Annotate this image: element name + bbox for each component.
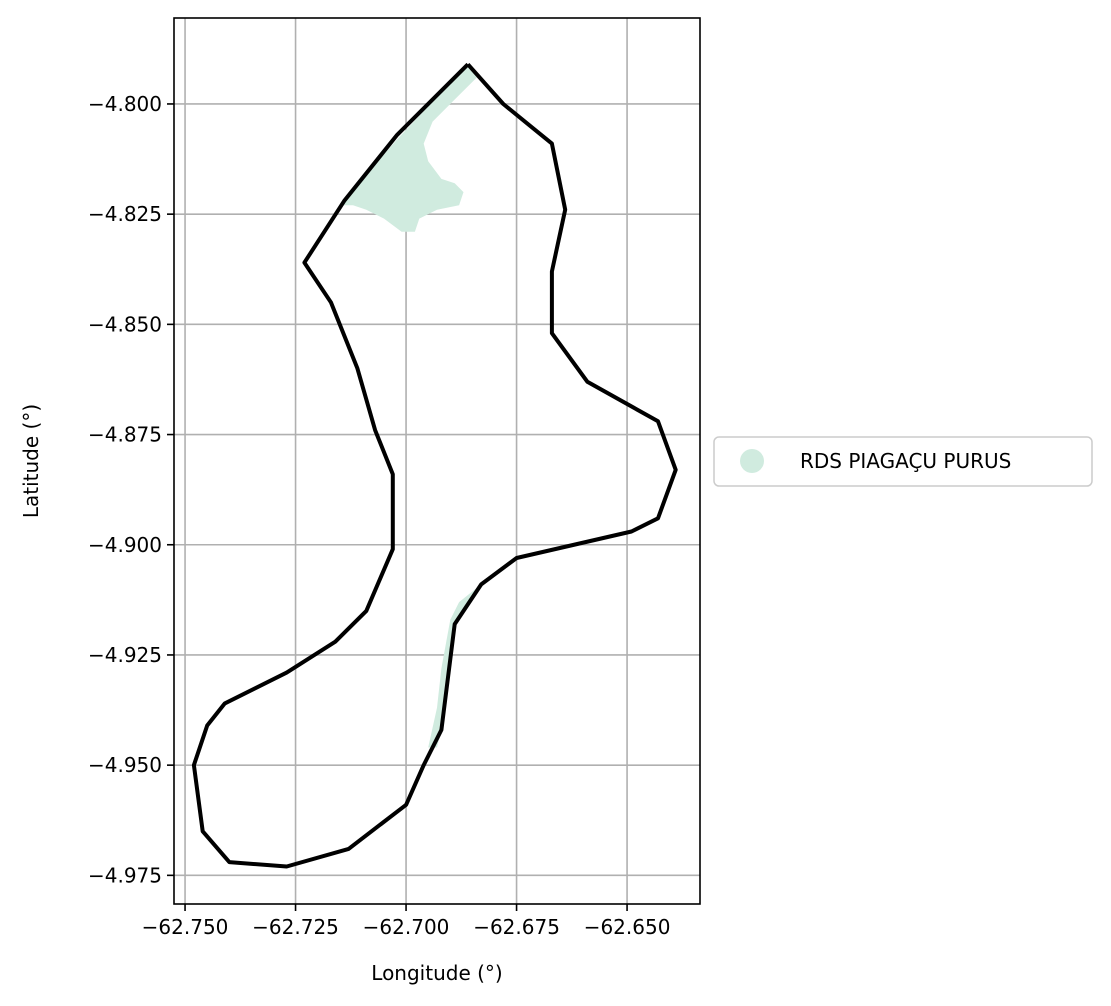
legend-marker (740, 449, 764, 473)
gridlines (174, 18, 700, 904)
y-tick-labels: −4.800 −4.825 −4.850 −4.875 −4.900 −4.925 −4.9… (88, 92, 162, 887)
y-tick-label: −4.800 (88, 92, 162, 116)
y-tick-label: −4.875 (88, 423, 162, 447)
y-tick-label: −4.925 (88, 643, 162, 667)
boundary-outline-layer (191, 62, 678, 869)
reserve-area-polygon (339, 64, 477, 232)
x-tick-label: −62.750 (142, 915, 229, 939)
tick-marks (167, 103, 628, 911)
boundary-outline (191, 62, 678, 869)
legend-box (713, 436, 1093, 487)
legend: RDS PIAGAÇU PURUS (713, 436, 1093, 487)
y-tick-label: −4.850 (88, 312, 162, 336)
plot-frame (173, 17, 701, 905)
x-tick-labels: −62.750 −62.725 −62.700 −62.675 −62.650 (142, 915, 671, 939)
legend-label: RDS PIAGAÇU PURUS (800, 449, 1011, 473)
x-tick-label: −62.650 (584, 915, 671, 939)
y-tick-label: −4.975 (88, 863, 162, 887)
y-axis-label: Latitude (°) (19, 404, 43, 518)
y-tick-label: −4.900 (88, 533, 162, 557)
x-tick-label: −62.675 (473, 915, 560, 939)
reserve-area-layer (339, 64, 482, 748)
y-tick-label: −4.825 (88, 202, 162, 226)
x-axis-label: Longitude (°) (371, 961, 502, 985)
y-tick-label: −4.950 (88, 753, 162, 777)
x-tick-label: −62.725 (252, 915, 339, 939)
reserve-area-polygon (428, 584, 482, 748)
x-tick-label: −62.700 (363, 915, 450, 939)
